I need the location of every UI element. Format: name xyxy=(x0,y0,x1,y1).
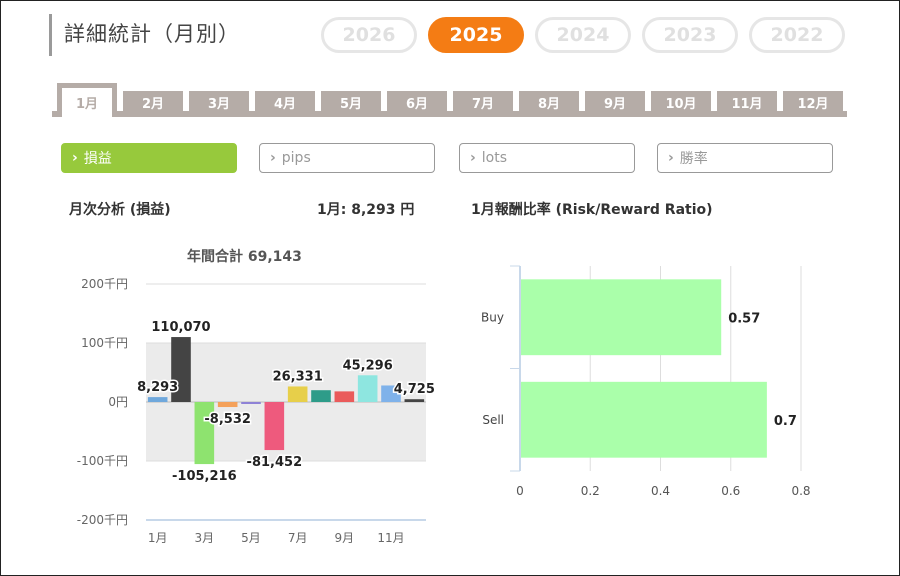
year-selector: 2026 2025 2024 2023 2022 xyxy=(321,17,856,53)
x-tick-label: 1月 xyxy=(148,531,168,545)
month-summary-label: 1月: xyxy=(317,202,347,218)
tab-month-4[interactable]: 4月 xyxy=(255,91,315,113)
year-button-2024[interactable]: 2024 xyxy=(535,17,631,53)
page-title: 詳細統計（月別） xyxy=(64,22,240,46)
annual-total-label: 年間合計 69,143 xyxy=(187,249,302,265)
y-category-label: Sell xyxy=(482,413,504,427)
bar-8月 xyxy=(311,390,331,402)
chevron-right-icon: › xyxy=(270,150,276,166)
tab-month-1[interactable]: 1月 xyxy=(57,83,117,117)
bar-sell xyxy=(521,381,767,458)
bar-11月 xyxy=(381,385,401,402)
bar-9月 xyxy=(334,391,355,402)
bar-7月 xyxy=(287,386,308,402)
chevron-right-icon: › xyxy=(72,150,78,166)
data-label: 26,331 xyxy=(273,369,323,384)
bar-10月 xyxy=(357,375,378,402)
year-button-2022[interactable]: 2022 xyxy=(749,17,845,53)
tab-month-10[interactable]: 10月 xyxy=(651,91,711,113)
x-tick-label: 7月 xyxy=(288,531,308,545)
monthly-analysis-heading: 月次分析 (損益) xyxy=(69,202,171,218)
tab-month-9[interactable]: 9月 xyxy=(585,91,645,113)
bar-12月 xyxy=(404,399,425,402)
y-tick-label: 100千円 xyxy=(81,336,128,350)
tab-month-8[interactable]: 8月 xyxy=(519,91,579,113)
month-tabs-underline xyxy=(52,111,847,117)
data-label: 4,725 xyxy=(394,382,435,397)
month-summary: 1月: 8,293 円 xyxy=(317,199,414,219)
x-tick-label: 0.4 xyxy=(651,484,670,498)
bar-buy xyxy=(521,279,722,356)
y-tick-label: -100千円 xyxy=(77,454,128,468)
data-label: 45,296 xyxy=(343,358,393,373)
tab-month-11[interactable]: 11月 xyxy=(717,91,777,113)
data-label: 8,293 xyxy=(137,380,178,395)
chevron-right-icon: › xyxy=(470,150,476,166)
month-tabs: 1月 2月 3月 4月 5月 6月 7月 8月 9月 10月 11月 12月 xyxy=(52,83,847,117)
tab-month-3[interactable]: 3月 xyxy=(189,91,249,113)
tab-month-5[interactable]: 5月 xyxy=(321,91,381,113)
bar-6月 xyxy=(264,402,285,451)
y-category-label: Buy xyxy=(481,310,504,324)
x-tick-label: 0.2 xyxy=(581,484,600,498)
rr-heading: 1月報酬比率 (Risk/Reward Ratio) xyxy=(471,202,713,218)
tab-month-7[interactable]: 7月 xyxy=(453,91,513,113)
metric-label: lots xyxy=(481,150,508,166)
data-label: -105,216 xyxy=(172,469,237,484)
monthly-profit-chart: 200千円 100千円 0円 -100千円 -200千円 8,293 110,070 -105… xyxy=(77,277,437,545)
bar-4月 xyxy=(217,402,238,408)
month-summary-value: 8,293 円 xyxy=(351,202,415,218)
data-label: -8,532 xyxy=(204,412,251,427)
data-label: -81,452 xyxy=(247,455,303,470)
metric-button-profit[interactable]: › 損益 xyxy=(61,143,237,173)
metric-label: 損益 xyxy=(83,151,112,167)
year-button-2025[interactable]: 2025 xyxy=(428,17,524,53)
tab-month-12[interactable]: 12月 xyxy=(783,91,843,113)
year-button-2026[interactable]: 2026 xyxy=(321,17,417,53)
risk-reward-chart: 0 0.2 0.4 0.6 0.8 Buy 0.57 Sell 0.7 xyxy=(481,265,811,498)
metric-button-pips[interactable]: › pips xyxy=(259,143,435,173)
y-tick-label: 0円 xyxy=(108,395,128,409)
x-tick-label: 0.6 xyxy=(721,484,740,498)
metric-label: pips xyxy=(281,150,311,166)
x-tick-label: 0.8 xyxy=(791,484,810,498)
tab-month-6[interactable]: 6月 xyxy=(387,91,447,113)
title-block: 詳細統計（月別） xyxy=(49,14,240,56)
tab-month-2[interactable]: 2月 xyxy=(123,91,183,113)
x-tick-label: 5月 xyxy=(241,531,261,545)
bar-5月 xyxy=(241,402,261,404)
data-label: 0.7 xyxy=(774,414,797,429)
y-tick-label: 200千円 xyxy=(81,277,128,291)
y-tick-label: -200千円 xyxy=(77,513,128,527)
metric-button-winrate[interactable]: › 勝率 xyxy=(657,143,833,173)
bar-1月 xyxy=(147,397,168,402)
x-tick-label: 9月 xyxy=(335,531,355,545)
metric-button-lots[interactable]: › lots xyxy=(459,143,635,173)
x-tick-label: 0 xyxy=(516,484,524,498)
x-tick-label: 11月 xyxy=(377,531,404,545)
metric-label: 勝率 xyxy=(679,151,708,167)
bar-2月 xyxy=(171,337,191,402)
x-tick-label: 3月 xyxy=(195,531,215,545)
data-label: 0.57 xyxy=(728,311,760,326)
bar-3月 xyxy=(194,402,215,465)
chevron-right-icon: › xyxy=(668,150,674,166)
data-label: 110,070 xyxy=(151,320,210,335)
year-button-2023[interactable]: 2023 xyxy=(642,17,738,53)
